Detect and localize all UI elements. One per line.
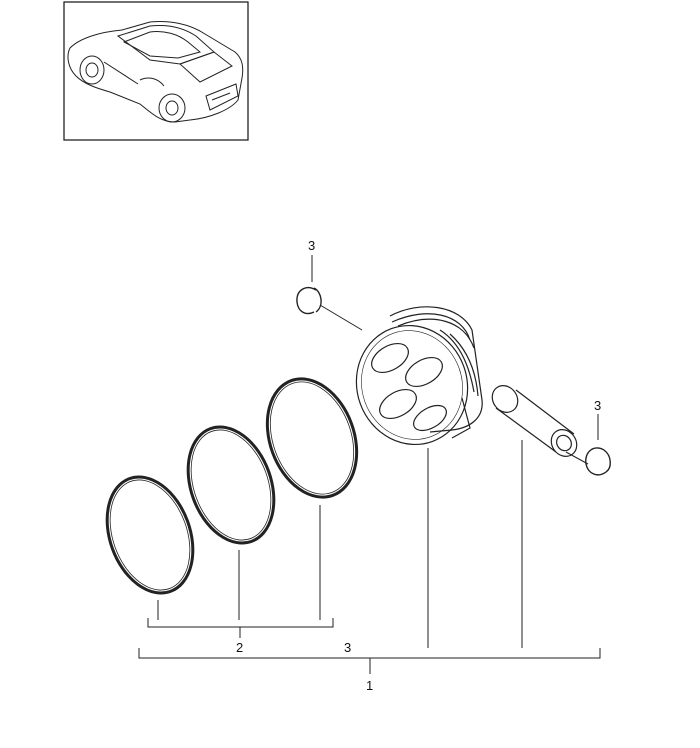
callout-piston-group[interactable]: 3 [344,640,351,655]
piston[interactable] [340,306,484,460]
circlip-icon [296,286,322,315]
circlip-icon [585,447,611,476]
callout-circlip-right[interactable]: 3 [594,398,601,413]
leader-lines [138,255,601,674]
piston-ring-lower[interactable] [92,465,208,605]
circlip-top[interactable] [296,286,322,315]
piston-ring-upper[interactable] [252,366,373,509]
piston-pin[interactable] [487,381,582,462]
callout-circlip-top[interactable]: 3 [308,238,315,253]
piston-icon [355,306,483,446]
piston-ring-icon [186,425,276,545]
piston-pin-icon [491,385,578,457]
callout-ring-set[interactable]: 2 [236,640,243,655]
callout-assembly[interactable]: 1 [366,678,373,693]
piston-ring-icon [105,475,195,595]
piston-ring-middle[interactable] [173,415,289,555]
car-thumbnail[interactable] [63,1,249,141]
car-thumbnail-icon [67,21,244,123]
piston-ring-icon [265,377,359,499]
circlip-right[interactable] [585,447,611,476]
